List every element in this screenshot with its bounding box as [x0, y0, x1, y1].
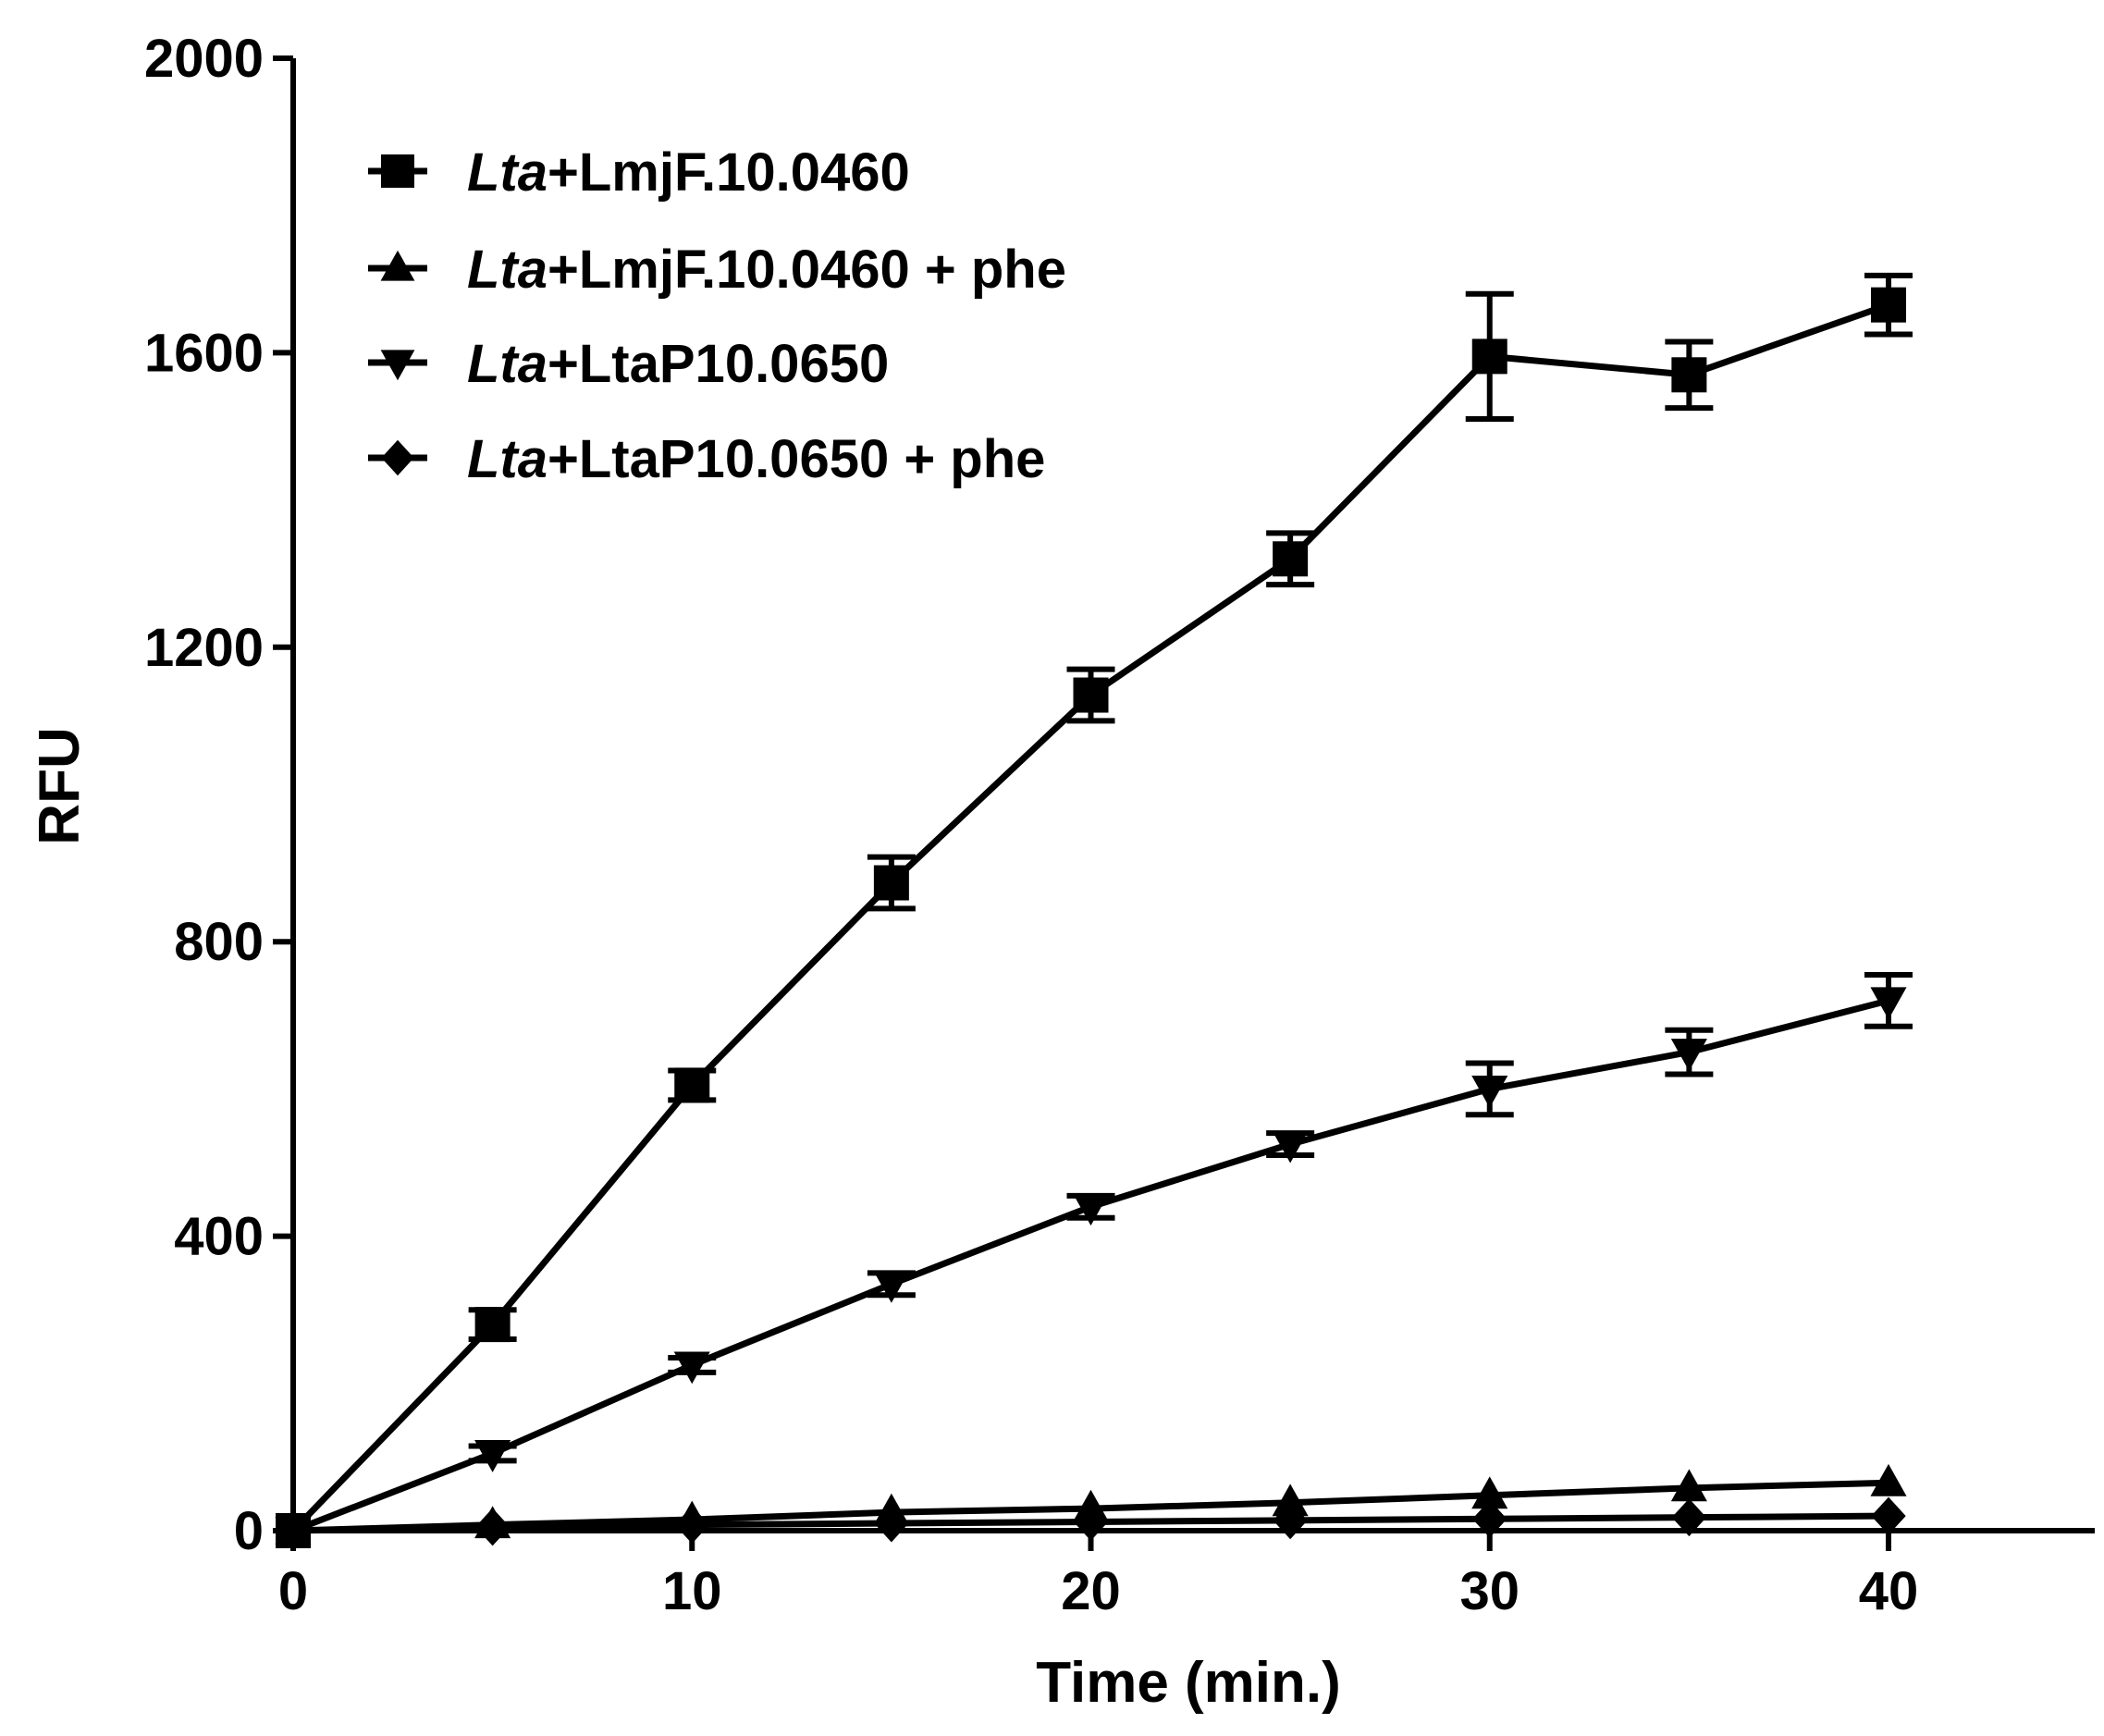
series-2: [275, 1463, 1907, 1545]
data-point: [1870, 987, 1907, 1020]
legend-label: Lta+LtaP10.0650: [467, 334, 889, 394]
x-tick-label: 0: [278, 1561, 308, 1621]
data-point: [474, 1506, 511, 1539]
data-point: [674, 1067, 710, 1103]
data-point: [1670, 1039, 1707, 1071]
x-tick-label: 10: [662, 1561, 722, 1621]
data-point: [1471, 339, 1507, 375]
data-point: [474, 1307, 511, 1343]
legend-label-rest: +LtaP10.0650: [548, 334, 889, 394]
legend-label-rest: +LtaP10.0650 + phe: [548, 429, 1045, 489]
data-point: [276, 1513, 311, 1548]
legend-item-2: Lta+LmjF.10.0460 + phe: [368, 240, 1066, 300]
x-tick-label: 40: [1859, 1561, 1919, 1621]
data-point: [1871, 287, 1906, 323]
legend-label-rest: +LmjF.10.0460 + phe: [548, 240, 1066, 300]
x-tick-label: 30: [1459, 1561, 1520, 1621]
data-point: [673, 1500, 710, 1533]
data-point: [873, 865, 909, 901]
y-tick-label: 1200: [144, 618, 264, 678]
legend-label-rest: +LmjF.10.0460: [548, 142, 910, 203]
data-point: [1670, 1469, 1707, 1502]
legend-item-3: Lta+LtaP10.0650: [368, 334, 889, 394]
data-point: [1871, 1496, 1906, 1535]
data-point: [1072, 1193, 1110, 1226]
legend-item-1: Lta+LmjF.10.0460: [368, 142, 910, 203]
data-point: [673, 1351, 710, 1385]
data-point: [1471, 1075, 1508, 1108]
axes: 0 400 800 1200 1600 2000 0 10 20 30 40: [144, 29, 2095, 1621]
data-point: [1472, 1499, 1507, 1538]
plot-area: [275, 272, 1913, 1550]
y-tick-label: 2000: [144, 29, 264, 89]
legend-label: Lta+LtaP10.0650 + phe: [467, 429, 1045, 489]
y-tick-label: 400: [174, 1207, 264, 1267]
x-tick-label: 20: [1061, 1561, 1121, 1621]
x-axis-title: Time (min.): [1036, 1651, 1341, 1715]
y-axis-title: RFU: [28, 727, 92, 844]
data-point: [1671, 1498, 1707, 1537]
data-point: [1870, 1463, 1907, 1496]
y-tick-label: 800: [174, 912, 264, 972]
legend-marker: [380, 350, 415, 381]
data-point: [1273, 541, 1309, 577]
legend-label: Lta+LmjF.10.0460 + phe: [467, 240, 1066, 300]
series-3: [275, 972, 1913, 1550]
data-point: [1272, 1130, 1309, 1163]
legend-marker: [381, 439, 414, 476]
legend-label-italic: Lta: [467, 240, 548, 300]
data-point: [1072, 1489, 1110, 1522]
y-tick-label: 1600: [144, 323, 264, 383]
series-line: [291, 997, 1889, 1534]
legend-item-4: Lta+LtaP10.0650 + phe: [368, 429, 1045, 489]
legend-label: Lta+LmjF.10.0460: [467, 142, 910, 203]
legend-label-italic: Lta: [467, 429, 548, 489]
data-point: [474, 1439, 511, 1472]
data-point: [1073, 677, 1109, 713]
legend-marker: [381, 154, 414, 188]
series-1: [276, 272, 1913, 1548]
legend-label-italic: Lta: [467, 142, 548, 203]
data-point: [1671, 357, 1707, 393]
data-point: [1471, 1476, 1508, 1509]
y-tick-label: 0: [234, 1501, 264, 1561]
legend-marker: [380, 250, 415, 281]
data-point: [873, 1493, 910, 1526]
legend-label-italic: Lta: [467, 334, 548, 394]
data-point: [1272, 1484, 1309, 1517]
data-point: [873, 1270, 910, 1303]
